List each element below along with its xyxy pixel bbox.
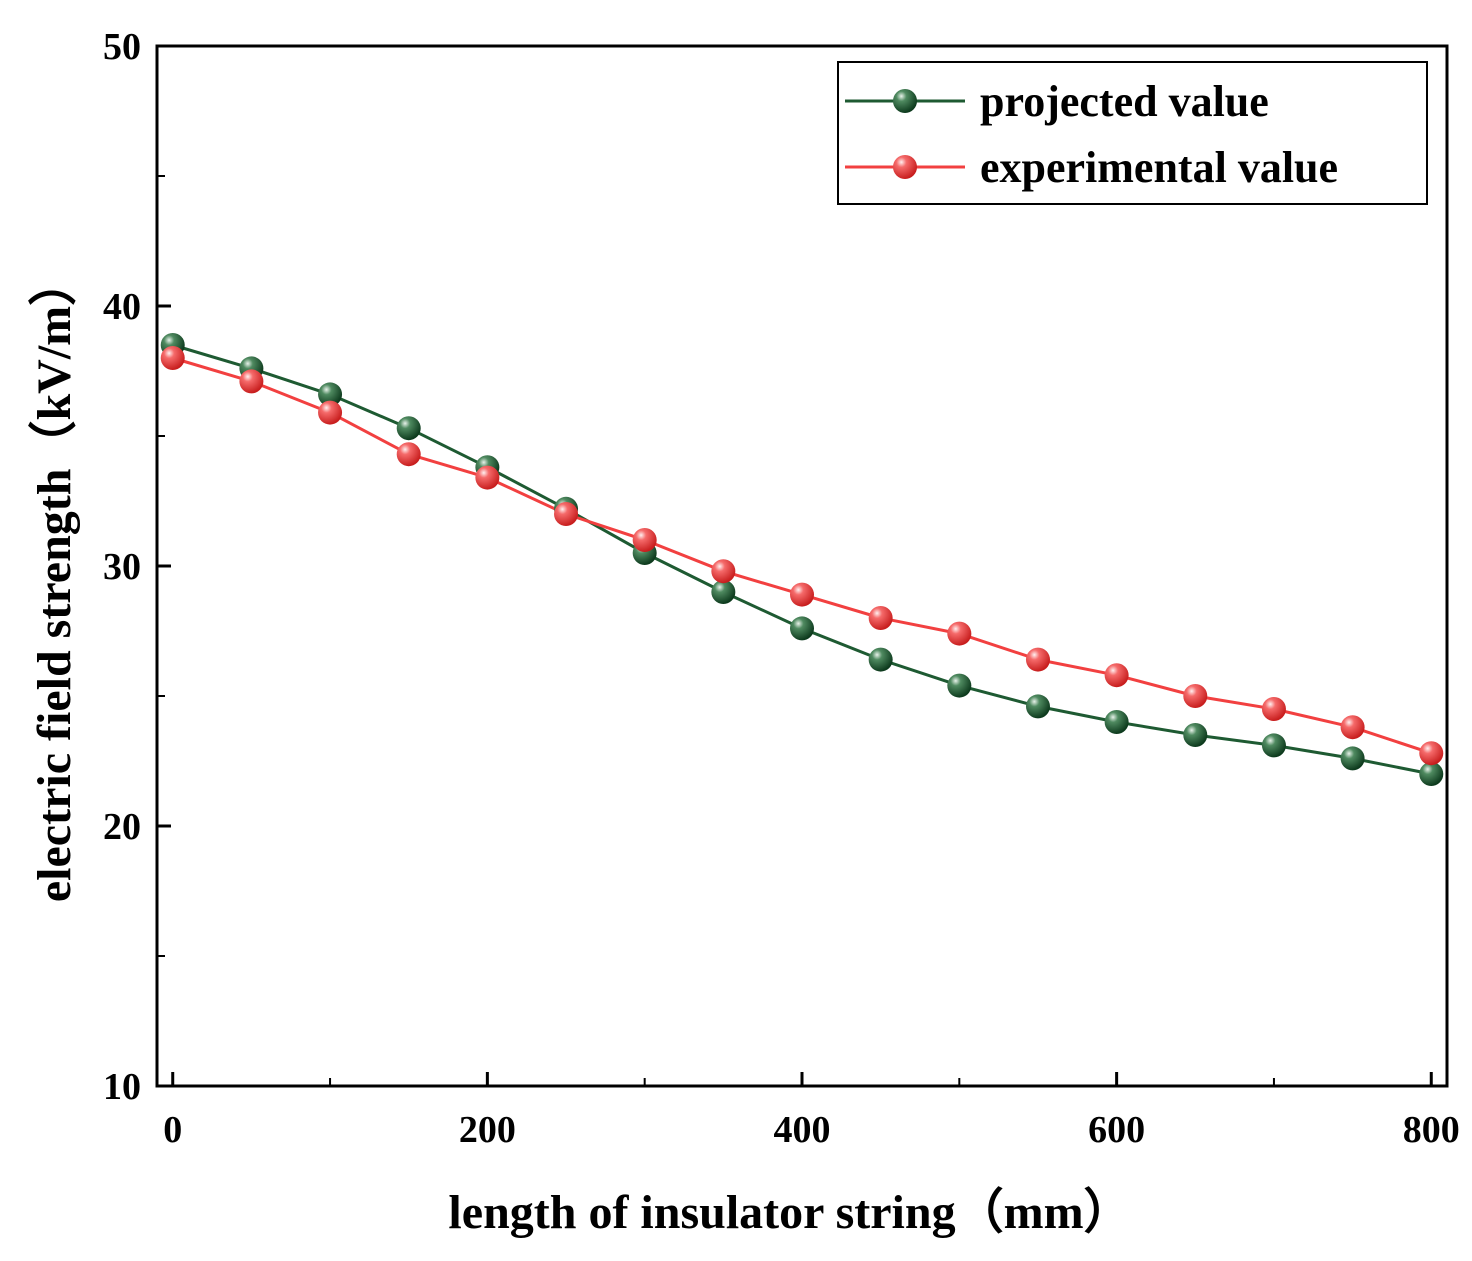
series-line-experimental-value [172, 356, 1432, 755]
x-tick-label: 400 [774, 1109, 831, 1151]
legend-label-experimental: experimental value [980, 143, 1338, 192]
x-tick-label: 800 [1403, 1109, 1460, 1151]
y-tick-label: 20 [103, 806, 141, 848]
data-point-experimental-value [1419, 741, 1444, 766]
data-point-experimental-value [1261, 697, 1286, 721]
y-tick-label: 40 [103, 286, 141, 328]
data-point-experimental-value [239, 369, 264, 394]
x-tick-label: 600 [1088, 1109, 1145, 1151]
data-point-projected-value [1340, 746, 1365, 771]
data-point-projected-value [318, 382, 343, 407]
data-point-experimental-value [318, 400, 343, 425]
data-point-projected-value [1104, 710, 1129, 734]
y-tick-label: 30 [103, 546, 141, 588]
data-point-experimental-value [160, 346, 185, 370]
data-point-projected-value [1183, 723, 1208, 747]
data-point-projected-value [868, 647, 893, 672]
y-tick-label: 50 [103, 26, 141, 68]
data-point-experimental-value [554, 502, 579, 526]
data-point-experimental-value [632, 528, 657, 552]
x-axis-ticks: 0 200 400 600 800 [163, 1072, 1460, 1151]
y-axis-ticks: 10 20 30 40 50 [103, 26, 171, 1108]
data-point-experimental-value [475, 465, 500, 490]
data-point-experimental-value [711, 559, 736, 584]
legend: projected value experimental value [837, 61, 1428, 205]
data-point-projected-value [1261, 733, 1286, 758]
data-point-projected-value [711, 580, 736, 604]
legend-label-projected: projected value [980, 77, 1269, 126]
y-tick-label: 10 [103, 1066, 141, 1108]
legend-marker-experimental [893, 155, 917, 179]
data-point-experimental-value [1104, 663, 1129, 688]
data-point-experimental-value [1025, 647, 1050, 672]
data-point-experimental-value [947, 621, 972, 646]
legend-marker-projected [893, 89, 917, 113]
data-point-experimental-value [1183, 684, 1208, 708]
x-axis-title: length of insulator string（mm） [448, 1186, 1131, 1239]
data-point-projected-value [947, 673, 972, 698]
data-point-experimental-value [396, 442, 421, 467]
series-layer [160, 333, 1444, 786]
data-point-projected-value [1025, 694, 1050, 719]
data-point-projected-value [790, 616, 814, 641]
data-point-experimental-value [1340, 715, 1365, 740]
x-tick-label: 200 [459, 1109, 516, 1151]
y-axis-title: electric field strength（kV/m） [28, 258, 81, 902]
data-point-experimental-value [868, 606, 893, 630]
x-tick-label: 0 [163, 1109, 182, 1151]
legend-box [837, 61, 1428, 205]
data-point-experimental-value [790, 582, 814, 607]
data-point-projected-value [1419, 762, 1444, 786]
series-line-projected-value [172, 343, 1432, 776]
data-point-projected-value [396, 416, 421, 441]
